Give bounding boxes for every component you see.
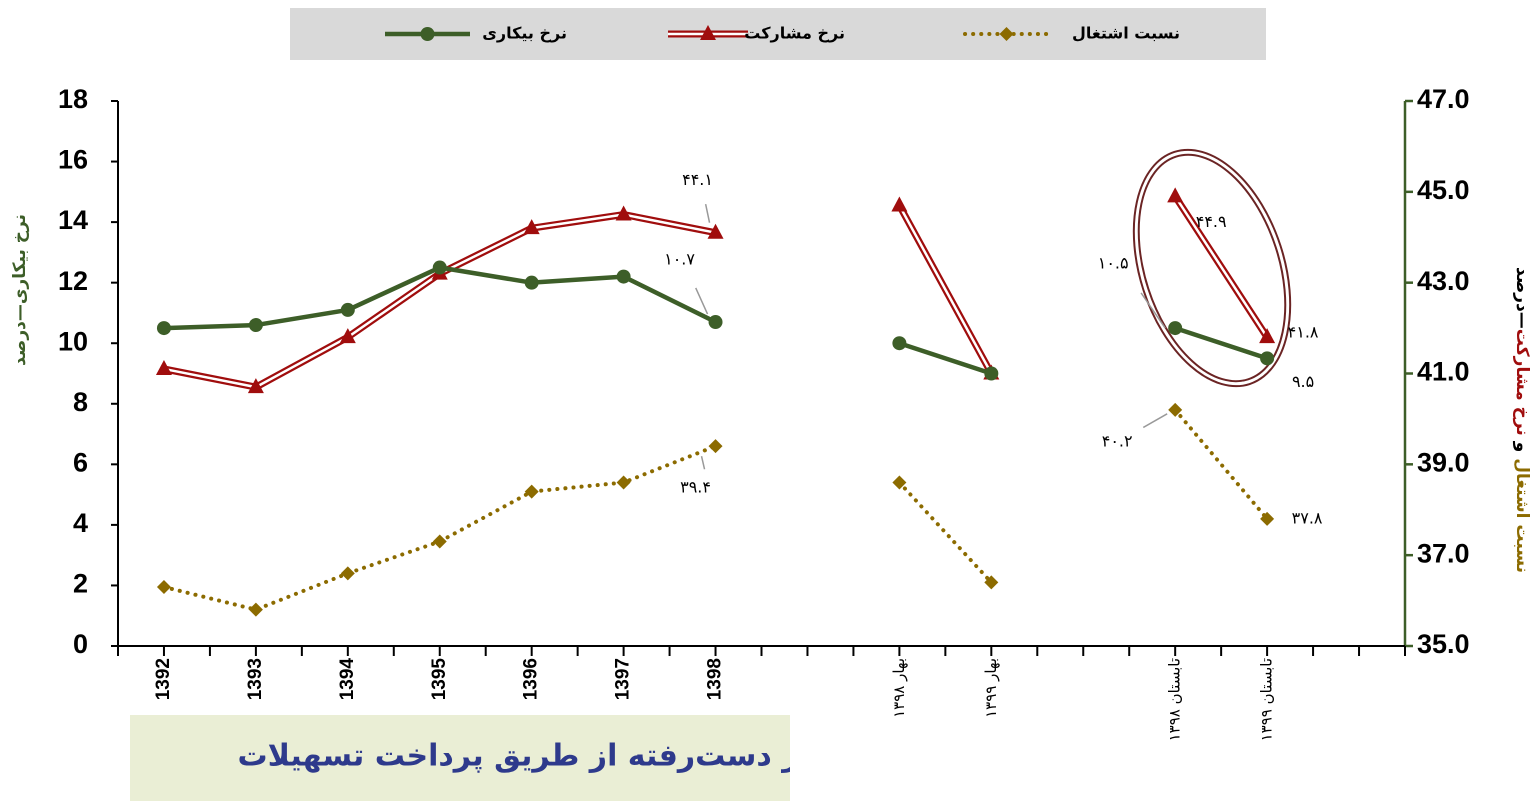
legend-marker (420, 27, 435, 41)
point (616, 475, 631, 490)
point (1260, 351, 1275, 366)
point (1168, 321, 1183, 336)
point (156, 579, 171, 594)
data-label: ۴۰.۲ (1102, 431, 1133, 450)
leader-line (1142, 413, 1168, 429)
leader-line (1140, 292, 1166, 329)
y-tick-label: 2 (73, 569, 88, 599)
point (524, 275, 539, 290)
series (156, 402, 1275, 617)
data-label: ۱۰.۷ (664, 250, 695, 269)
x-tick-label: بهار ۱۳۹۸ (890, 658, 908, 718)
overlay: جبران رفاه از دست‌رفته از طریق پرداخت تس… (130, 715, 985, 801)
y-tick-label: 0 (73, 629, 88, 659)
y-tick-label: 10 (58, 326, 88, 356)
point (247, 378, 264, 394)
point (891, 196, 908, 212)
point (616, 269, 631, 284)
data-label: ۴۴.۱ (682, 170, 713, 189)
legend-label: نرخ بیکاری (482, 24, 567, 43)
point (523, 219, 540, 235)
point (155, 359, 172, 375)
point (524, 484, 539, 499)
point (1260, 511, 1275, 526)
y2-tick-label: 39.0 (1417, 447, 1470, 477)
legend-label: نرخ مشارکت (744, 24, 845, 43)
series (156, 260, 1275, 381)
x-tick-label: 1397 (613, 658, 634, 700)
data-label: ۴۴.۹ (1196, 212, 1227, 231)
y2-tick-label: 37.0 (1417, 538, 1470, 568)
y2-tick-label: 47.0 (1417, 84, 1470, 114)
point (708, 439, 723, 454)
y-tick-label: 4 (73, 508, 88, 538)
y2-tick-label: 35.0 (1417, 629, 1470, 659)
data-label: ۳۹.۴ (680, 478, 711, 497)
y2-tick-label: 43.0 (1417, 266, 1470, 296)
point (432, 534, 447, 549)
highlight-ellipse (1132, 148, 1292, 388)
data-label: ۴۱.۸ (1288, 323, 1319, 342)
x-tick-label: بهار ۱۳۹۹ (982, 658, 1000, 718)
legend-label: نسبت اشتغال (1072, 24, 1180, 43)
leader-line (700, 455, 706, 470)
y-tick-label: 18 (58, 84, 88, 114)
x-tick-label: 1392 (153, 658, 174, 700)
point (432, 260, 447, 275)
overlay-box (130, 715, 790, 801)
point (340, 302, 355, 317)
point (984, 366, 999, 381)
legend-marker (700, 25, 716, 40)
y-tick-label: 14 (58, 205, 88, 235)
data-label: ۳۷.۸ (1292, 508, 1323, 527)
legend-marker (999, 27, 1014, 41)
point (1168, 402, 1183, 417)
legend-item: نرخ مشارکت (668, 24, 845, 43)
leader-line (695, 287, 709, 315)
point (1259, 328, 1276, 344)
point (248, 602, 263, 617)
y-tick-label: 8 (73, 387, 88, 417)
y-tick-label: 16 (58, 145, 88, 175)
x-tick-label: تابستان ۱۳۹۹ (1258, 658, 1276, 741)
x-tick-label: 1396 (521, 658, 542, 700)
leader-line (704, 203, 711, 223)
point (708, 315, 723, 330)
y2-tick-label: 45.0 (1417, 175, 1470, 205)
y2-axis-title-part: نرخ مشارکت (1512, 329, 1532, 436)
x-tick-label: 1398 (705, 658, 726, 700)
legend-item: نرخ بیکاری (385, 24, 567, 43)
point (892, 336, 907, 351)
point (156, 321, 171, 336)
point (339, 328, 356, 344)
overlay-text-group: جبران رفاه از دست‌رفته از طریق پرداخت تس… (237, 739, 985, 774)
x-tick-label: تابستان ۱۳۹۸ (1166, 658, 1184, 741)
point (1167, 187, 1184, 203)
x-tick-label: 1393 (245, 658, 266, 700)
y-axis-title: نرخ بیکاری—درصد (10, 214, 30, 366)
y2-axis-title-part: —درصد (1512, 267, 1532, 329)
point (615, 205, 632, 221)
data-label: ۱۰.۵ (1098, 254, 1129, 273)
y2-axis-title: نسبت اشتغال و نرخ مشارکت—درصد (1512, 267, 1532, 573)
x-tick-label: 1394 (337, 658, 358, 701)
y2-tick-label: 41.0 (1417, 357, 1470, 387)
series (155, 187, 1276, 394)
x-tick-label: 1395 (429, 658, 450, 701)
point (707, 223, 724, 239)
point (248, 318, 263, 333)
point (340, 566, 355, 581)
point (984, 575, 999, 590)
y-tick-label: 6 (73, 447, 88, 477)
point (892, 475, 907, 490)
y2-axis-title-part: نسبت اشتغال (1512, 458, 1532, 573)
overlay-text: جبران رفاه از دست‌رفته از طریق پرداخت تس… (237, 739, 985, 774)
legend-item: نسبت اشتغال (963, 24, 1180, 43)
data-label: ۹.۵ (1292, 372, 1314, 391)
y2-axis-title-part: و (1512, 436, 1532, 458)
y-tick-label: 12 (58, 266, 88, 296)
